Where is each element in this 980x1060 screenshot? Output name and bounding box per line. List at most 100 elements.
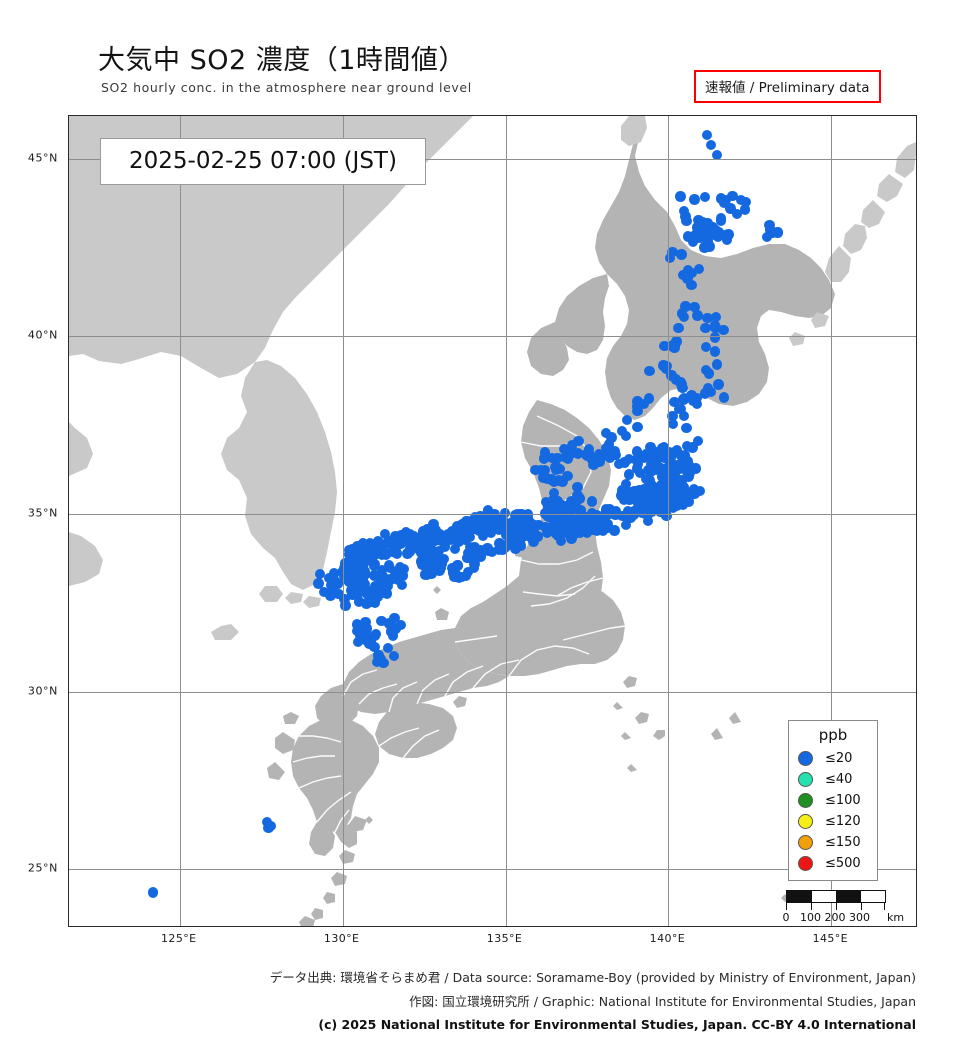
station-dot[interactable] [683, 471, 694, 482]
station-dot[interactable] [438, 553, 450, 564]
station-dot[interactable] [560, 449, 572, 460]
station-dot[interactable] [655, 506, 666, 517]
station-dot[interactable] [712, 231, 723, 243]
station-dot[interactable] [323, 572, 334, 584]
station-dot[interactable] [541, 473, 553, 484]
station-dot[interactable] [702, 129, 713, 141]
station-dot[interactable] [390, 543, 401, 554]
station-dot[interactable] [696, 224, 708, 235]
station-dot[interactable] [632, 405, 643, 417]
station-dot[interactable] [669, 396, 680, 407]
station-dot[interactable] [624, 494, 635, 505]
station-dot[interactable] [688, 395, 699, 407]
station-dot[interactable] [546, 505, 557, 517]
station-dot[interactable] [439, 541, 451, 552]
station-dot[interactable] [452, 560, 464, 571]
station-dot[interactable] [711, 359, 723, 370]
station-dot[interactable] [424, 538, 436, 549]
station-dot[interactable] [313, 578, 324, 589]
station-dot[interactable] [667, 410, 678, 422]
station-dot[interactable] [618, 494, 629, 505]
station-dot[interactable] [395, 619, 406, 630]
station-dot[interactable] [469, 558, 480, 570]
station-dot[interactable] [499, 507, 511, 519]
station-dot[interactable] [396, 579, 407, 590]
station-dot[interactable] [668, 447, 680, 458]
station-dot[interactable] [566, 504, 577, 515]
station-dot[interactable] [379, 528, 390, 540]
station-dot[interactable] [574, 527, 586, 539]
station-dot[interactable] [493, 544, 504, 555]
station-dot[interactable] [665, 452, 677, 464]
station-dot[interactable] [464, 541, 475, 552]
station-dot[interactable] [473, 522, 484, 534]
station-dot[interactable] [637, 507, 648, 518]
station-dot[interactable] [588, 459, 599, 471]
station-dot[interactable] [385, 574, 396, 585]
station-dot[interactable] [581, 527, 593, 539]
station-dot[interactable] [352, 636, 363, 647]
station-dot[interactable] [711, 149, 723, 161]
station-dot[interactable] [470, 549, 482, 560]
station-dot[interactable] [687, 236, 699, 248]
station-dot[interactable] [459, 534, 471, 545]
station-dot[interactable] [530, 464, 541, 476]
station-dot[interactable] [598, 450, 609, 462]
station-dot[interactable] [376, 576, 387, 587]
station-dot[interactable] [483, 520, 494, 531]
station-dot[interactable] [678, 410, 689, 422]
station-dot[interactable] [422, 569, 433, 580]
station-dot[interactable] [643, 393, 655, 404]
station-dot[interactable] [642, 464, 653, 476]
station-dot[interactable] [658, 465, 669, 476]
legend-item[interactable]: ≤20 [789, 748, 877, 769]
station-dot[interactable] [552, 497, 564, 508]
station-dot[interactable] [314, 568, 326, 580]
station-dot[interactable] [360, 616, 371, 628]
station-dot[interactable] [725, 203, 736, 214]
station-dot[interactable] [701, 231, 712, 243]
station-dot[interactable] [390, 566, 401, 578]
station-dot[interactable] [397, 570, 409, 581]
station-dot[interactable] [652, 490, 663, 501]
station-dot[interactable] [482, 505, 494, 516]
station-dot[interactable] [661, 510, 672, 522]
station-dot[interactable] [669, 341, 680, 352]
station-dot[interactable] [481, 512, 492, 524]
station-dot[interactable] [686, 390, 697, 401]
station-dot[interactable] [762, 231, 773, 243]
station-dot[interactable] [465, 531, 476, 543]
station-dot[interactable] [676, 308, 688, 319]
station-dot[interactable] [499, 543, 510, 554]
station-dot[interactable] [521, 519, 532, 530]
station-dot[interactable] [548, 487, 560, 499]
station-dot[interactable] [632, 447, 643, 458]
station-dot[interactable] [587, 519, 598, 530]
station-dot[interactable] [640, 489, 651, 500]
station-dot[interactable] [494, 538, 505, 549]
station-dot[interactable] [690, 463, 702, 474]
station-dot[interactable] [727, 190, 738, 202]
station-dot[interactable] [632, 421, 643, 433]
station-dot[interactable] [683, 496, 695, 507]
station-dot[interactable] [514, 536, 525, 548]
station-dot[interactable] [389, 613, 400, 624]
station-dot[interactable] [323, 588, 335, 599]
station-dot[interactable] [594, 448, 605, 460]
station-dot[interactable] [566, 520, 577, 532]
station-dot[interactable] [340, 600, 351, 611]
station-dot[interactable] [659, 341, 670, 352]
station-dot[interactable] [609, 525, 620, 536]
station-dot[interactable] [625, 486, 637, 498]
station-dot[interactable] [678, 394, 689, 405]
station-dot[interactable] [336, 566, 348, 578]
station-dot[interactable] [735, 194, 747, 205]
station-dot[interactable] [713, 379, 724, 390]
station-dot[interactable] [391, 573, 403, 585]
station-dot[interactable] [364, 537, 376, 548]
station-dot[interactable] [363, 639, 375, 650]
station-dot[interactable] [573, 435, 584, 447]
station-dot[interactable] [667, 247, 678, 258]
station-dot[interactable] [705, 139, 716, 151]
station-dot[interactable] [659, 481, 670, 493]
